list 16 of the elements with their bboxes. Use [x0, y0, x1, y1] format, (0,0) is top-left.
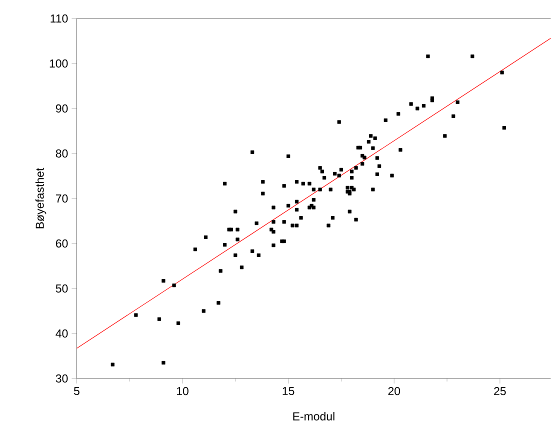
x-tick-label: 5: [74, 387, 80, 396]
y-tick-label: 60: [56, 239, 68, 248]
y-axis-title: Bøyefasthet: [35, 168, 46, 228]
y-tick-label: 100: [50, 59, 68, 68]
y-tick-label: 70: [56, 194, 68, 203]
y-tick-label: 80: [56, 149, 68, 158]
x-tick-label: 10: [176, 387, 188, 396]
y-tick-label: 30: [56, 374, 68, 383]
y-tick-label: 50: [56, 284, 68, 293]
y-tick-label: 40: [56, 329, 68, 338]
y-tick-label: 90: [56, 104, 68, 113]
x-tick-label: 15: [282, 387, 294, 396]
x-tick-label: 25: [494, 387, 506, 396]
y-tick-label: 110: [50, 14, 68, 23]
x-tick-label: 20: [388, 387, 400, 396]
x-axis-title: E-modul: [293, 412, 334, 420]
